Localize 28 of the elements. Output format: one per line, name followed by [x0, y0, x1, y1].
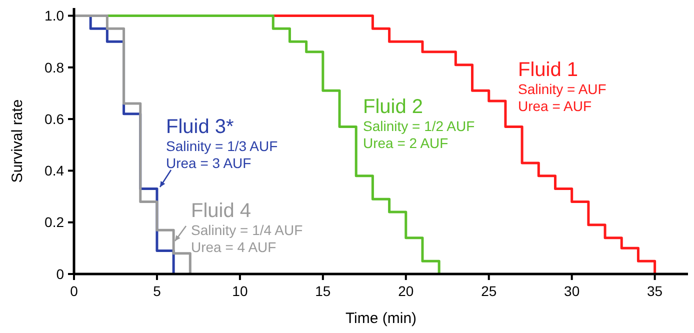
y-tick-label: 0.2 [44, 214, 64, 230]
annotation: Salinity = AUF [518, 81, 606, 97]
annotation: Salinity = 1/2 AUF [363, 118, 475, 134]
y-tick-label: 1.0 [44, 8, 64, 24]
x-tick-label: 15 [315, 283, 331, 299]
series-label: Fluid 1 [518, 59, 578, 81]
x-tick-label: 30 [564, 283, 580, 299]
x-tick-label: 10 [232, 283, 248, 299]
y-tick-label: 0.6 [44, 110, 64, 127]
annotation: Urea = AUF [518, 98, 592, 114]
x-tick-label: 20 [398, 283, 414, 299]
x-axis-title: Time (min) [345, 310, 417, 327]
annotation: Urea = 3 AUF [166, 155, 252, 171]
annotation: Urea = 4 AUF [191, 239, 276, 255]
series-label: Fluid 3* [166, 116, 234, 138]
y-tick-label: 0.4 [44, 162, 64, 179]
y-axis-title: Survival rate [9, 99, 26, 183]
y-tick-label: 0 [56, 266, 64, 282]
x-tick-label: 5 [153, 283, 162, 299]
y-tick-label: 0.8 [44, 59, 64, 76]
x-tick-label: 25 [481, 283, 497, 299]
series-label: Fluid 2 [363, 96, 424, 118]
x-tick-label: 0 [70, 283, 78, 299]
series-label: Fluid 4 [191, 200, 252, 222]
annotation: Urea = 2 AUF [363, 135, 448, 151]
annotation: Salinity = 1/4 AUF [191, 222, 303, 238]
annotation: Salinity = 1/3 AUF [166, 138, 278, 154]
x-tick-label: 35 [647, 283, 663, 299]
